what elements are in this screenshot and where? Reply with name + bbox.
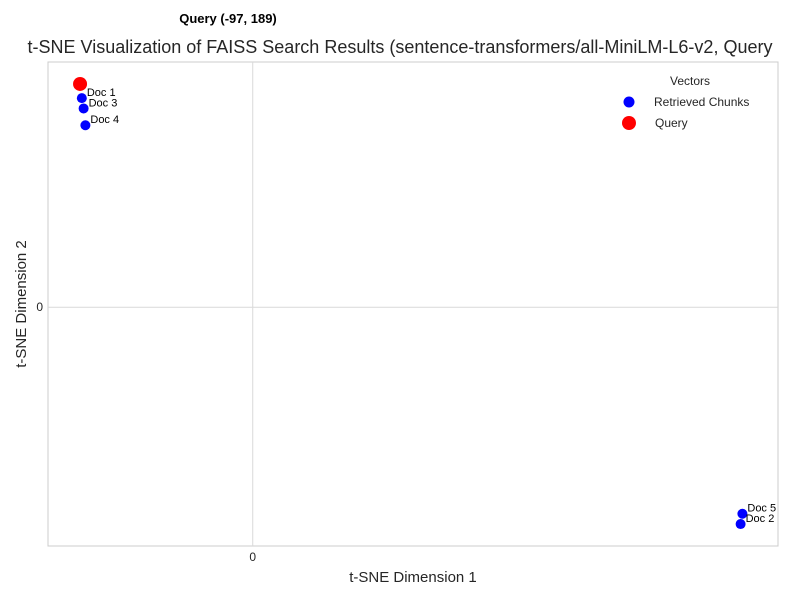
point-label: Doc 3 bbox=[89, 97, 118, 109]
point-label: Doc 2 bbox=[746, 513, 775, 525]
legend-label-retrieved-chunks: Retrieved Chunks bbox=[654, 95, 749, 109]
legend-title: Vectors bbox=[670, 74, 710, 88]
chunk-point bbox=[80, 120, 91, 131]
x-tick-label: 0 bbox=[249, 550, 256, 564]
chunk-point bbox=[735, 519, 746, 530]
legend-marker-query bbox=[622, 116, 636, 130]
point-label: Doc 5 bbox=[747, 503, 776, 515]
chunk-point bbox=[78, 103, 89, 114]
tick-labels: 00 bbox=[36, 300, 256, 564]
legend-marker-retrieved-chunks bbox=[623, 96, 635, 108]
legend-label-query: Query bbox=[655, 116, 688, 130]
y-axis-label: t-SNE Dimension 2 bbox=[13, 240, 30, 368]
chunk-point bbox=[737, 508, 748, 519]
x-axis-label: t-SNE Dimension 1 bbox=[349, 569, 477, 586]
plot-area bbox=[47, 61, 779, 547]
chart-title: t-SNE Visualization of FAISS Search Resu… bbox=[28, 37, 773, 57]
point-label: Doc 1 bbox=[87, 87, 116, 99]
legend: Vectors Retrieved Chunks Query bbox=[622, 74, 749, 130]
y-tick-label: 0 bbox=[36, 300, 43, 314]
point-label: Doc 4 bbox=[90, 114, 119, 126]
chunk-point bbox=[76, 93, 87, 104]
grid-lines bbox=[48, 62, 778, 546]
query-annotation: Query (-97, 189) bbox=[179, 11, 277, 26]
query-point bbox=[73, 76, 88, 91]
